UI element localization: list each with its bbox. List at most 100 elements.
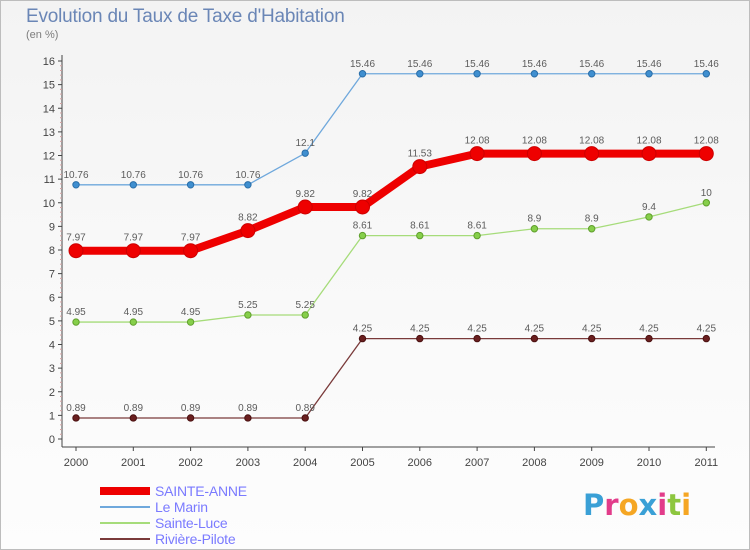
legend-label: Rivière-Pilote bbox=[155, 531, 236, 547]
legend-label: Le Marin bbox=[155, 499, 208, 515]
data-point-rivi-re-pilote bbox=[186, 414, 195, 422]
data-label-le-marin: 10.76 bbox=[178, 170, 203, 181]
data-label-rivi-re-pilote: 4.25 bbox=[582, 324, 602, 335]
data-point-le-marin bbox=[702, 70, 710, 78]
data-label-sainte-anne: 7.97 bbox=[181, 233, 201, 244]
data-label-rivi-re-pilote: 0.89 bbox=[238, 403, 258, 414]
x-tick-label: 2003 bbox=[236, 457, 260, 469]
logo-letter: r bbox=[604, 488, 619, 522]
y-tick-label: 7 bbox=[49, 269, 55, 281]
data-point-sainte-anne bbox=[297, 199, 313, 215]
data-label-sainte-luce: 8.61 bbox=[467, 221, 487, 232]
y-tick-label: 16 bbox=[43, 56, 55, 68]
data-label-rivi-re-pilote: 4.25 bbox=[410, 324, 430, 335]
logo-letter: x bbox=[638, 488, 658, 522]
logo-letter: i bbox=[681, 488, 692, 522]
x-tick-label: 2000 bbox=[64, 457, 88, 469]
data-label-sainte-luce: 10 bbox=[701, 188, 713, 199]
data-label-sainte-anne: 11.53 bbox=[408, 149, 433, 160]
y-tick-label: 14 bbox=[43, 103, 55, 115]
data-point-sainte-luce bbox=[244, 311, 252, 319]
data-label-le-marin: 15.46 bbox=[636, 59, 661, 70]
y-tick-label: 10 bbox=[43, 198, 55, 210]
data-label-le-marin: 15.46 bbox=[465, 59, 490, 70]
legend-label: Sainte-Luce bbox=[155, 515, 228, 531]
data-point-le-marin bbox=[416, 70, 424, 78]
y-tick-label: 15 bbox=[43, 80, 55, 92]
x-tick-label: 2005 bbox=[350, 457, 374, 469]
data-label-sainte-anne: 9.82 bbox=[295, 189, 315, 200]
data-label-sainte-anne: 7.97 bbox=[124, 233, 144, 244]
data-point-sainte-luce bbox=[530, 225, 539, 233]
logo-letter: t bbox=[667, 488, 682, 522]
y-tick-label: 1 bbox=[49, 410, 55, 422]
data-point-sainte-luce bbox=[358, 231, 367, 240]
data-point-rivi-re-pilote bbox=[588, 334, 596, 343]
data-label-sainte-anne: 12.08 bbox=[694, 136, 719, 147]
data-point-sainte-anne bbox=[698, 146, 714, 162]
y-tick-label: 12 bbox=[43, 151, 55, 163]
data-label-le-marin: 10.76 bbox=[235, 170, 260, 181]
data-label-le-marin: 15.46 bbox=[694, 59, 719, 70]
y-tick-label: 6 bbox=[49, 292, 55, 304]
data-point-rivi-re-pilote bbox=[473, 334, 481, 343]
data-label-le-marin: 15.46 bbox=[579, 59, 604, 70]
y-tick-label: 9 bbox=[49, 221, 55, 233]
data-point-rivi-re-pilote bbox=[702, 334, 710, 343]
data-label-sainte-luce: 9.4 bbox=[642, 202, 656, 213]
data-point-sainte-anne bbox=[68, 243, 84, 259]
data-label-sainte-anne: 12.08 bbox=[465, 136, 490, 147]
data-point-le-marin bbox=[473, 70, 481, 78]
data-label-rivi-re-pilote: 4.25 bbox=[467, 324, 487, 335]
legend-swatch bbox=[100, 538, 150, 540]
data-label-sainte-luce: 8.61 bbox=[353, 221, 373, 232]
data-point-rivi-re-pilote bbox=[129, 414, 138, 422]
y-tick-label: 4 bbox=[49, 340, 55, 352]
data-point-sainte-anne bbox=[641, 146, 657, 162]
data-label-rivi-re-pilote: 0.89 bbox=[66, 403, 86, 414]
y-tick-label: 5 bbox=[49, 316, 55, 328]
x-tick-label: 2002 bbox=[178, 457, 202, 469]
data-point-rivi-re-pilote bbox=[416, 334, 424, 343]
data-label-sainte-anne: 8.82 bbox=[238, 213, 258, 224]
data-point-sainte-anne bbox=[183, 243, 199, 259]
x-tick-label: 2006 bbox=[408, 457, 432, 469]
data-label-sainte-luce: 8.9 bbox=[585, 214, 599, 225]
chart-unit-label: (en %) bbox=[26, 29, 59, 41]
data-label-le-marin: 15.46 bbox=[522, 59, 547, 70]
y-tick-label: 0 bbox=[49, 434, 55, 446]
x-tick-label: 2007 bbox=[465, 457, 489, 469]
data-label-rivi-re-pilote: 4.25 bbox=[525, 324, 545, 335]
y-tick-label: 3 bbox=[49, 363, 55, 375]
data-label-rivi-re-pilote: 4.25 bbox=[697, 324, 717, 335]
data-point-le-marin bbox=[588, 70, 596, 78]
data-point-sainte-luce bbox=[186, 318, 195, 326]
data-point-sainte-anne bbox=[355, 199, 370, 215]
data-label-sainte-anne: 7.97 bbox=[66, 233, 86, 244]
data-point-sainte-anne bbox=[526, 146, 542, 162]
data-label-sainte-luce: 4.95 bbox=[181, 307, 201, 318]
data-label-le-marin: 10.76 bbox=[63, 170, 88, 181]
x-tick-label: 2008 bbox=[522, 457, 546, 469]
data-point-rivi-re-pilote bbox=[72, 414, 80, 422]
data-point-le-marin bbox=[530, 70, 539, 78]
data-point-rivi-re-pilote bbox=[645, 334, 653, 343]
data-point-sainte-anne bbox=[584, 146, 600, 162]
y-tick-label: 13 bbox=[43, 127, 55, 139]
data-point-sainte-luce bbox=[301, 311, 309, 319]
data-label-sainte-anne: 9.82 bbox=[353, 189, 373, 200]
data-point-sainte-luce bbox=[416, 231, 424, 240]
data-label-rivi-re-pilote: 0.89 bbox=[124, 403, 144, 414]
data-point-rivi-re-pilote bbox=[244, 414, 252, 422]
x-tick-label: 2010 bbox=[637, 457, 661, 469]
data-label-sainte-anne: 12.08 bbox=[579, 136, 604, 147]
x-tick-label: 2004 bbox=[293, 457, 317, 469]
data-point-rivi-re-pilote bbox=[301, 414, 309, 422]
data-point-sainte-luce bbox=[588, 225, 596, 233]
data-point-le-marin bbox=[244, 181, 252, 189]
x-tick-label: 2001 bbox=[121, 457, 145, 469]
data-point-sainte-luce bbox=[702, 199, 710, 207]
series-line-rivi-re-pilote bbox=[76, 337, 707, 419]
data-label-sainte-anne: 12.08 bbox=[522, 136, 547, 147]
legend-swatch bbox=[100, 522, 150, 524]
